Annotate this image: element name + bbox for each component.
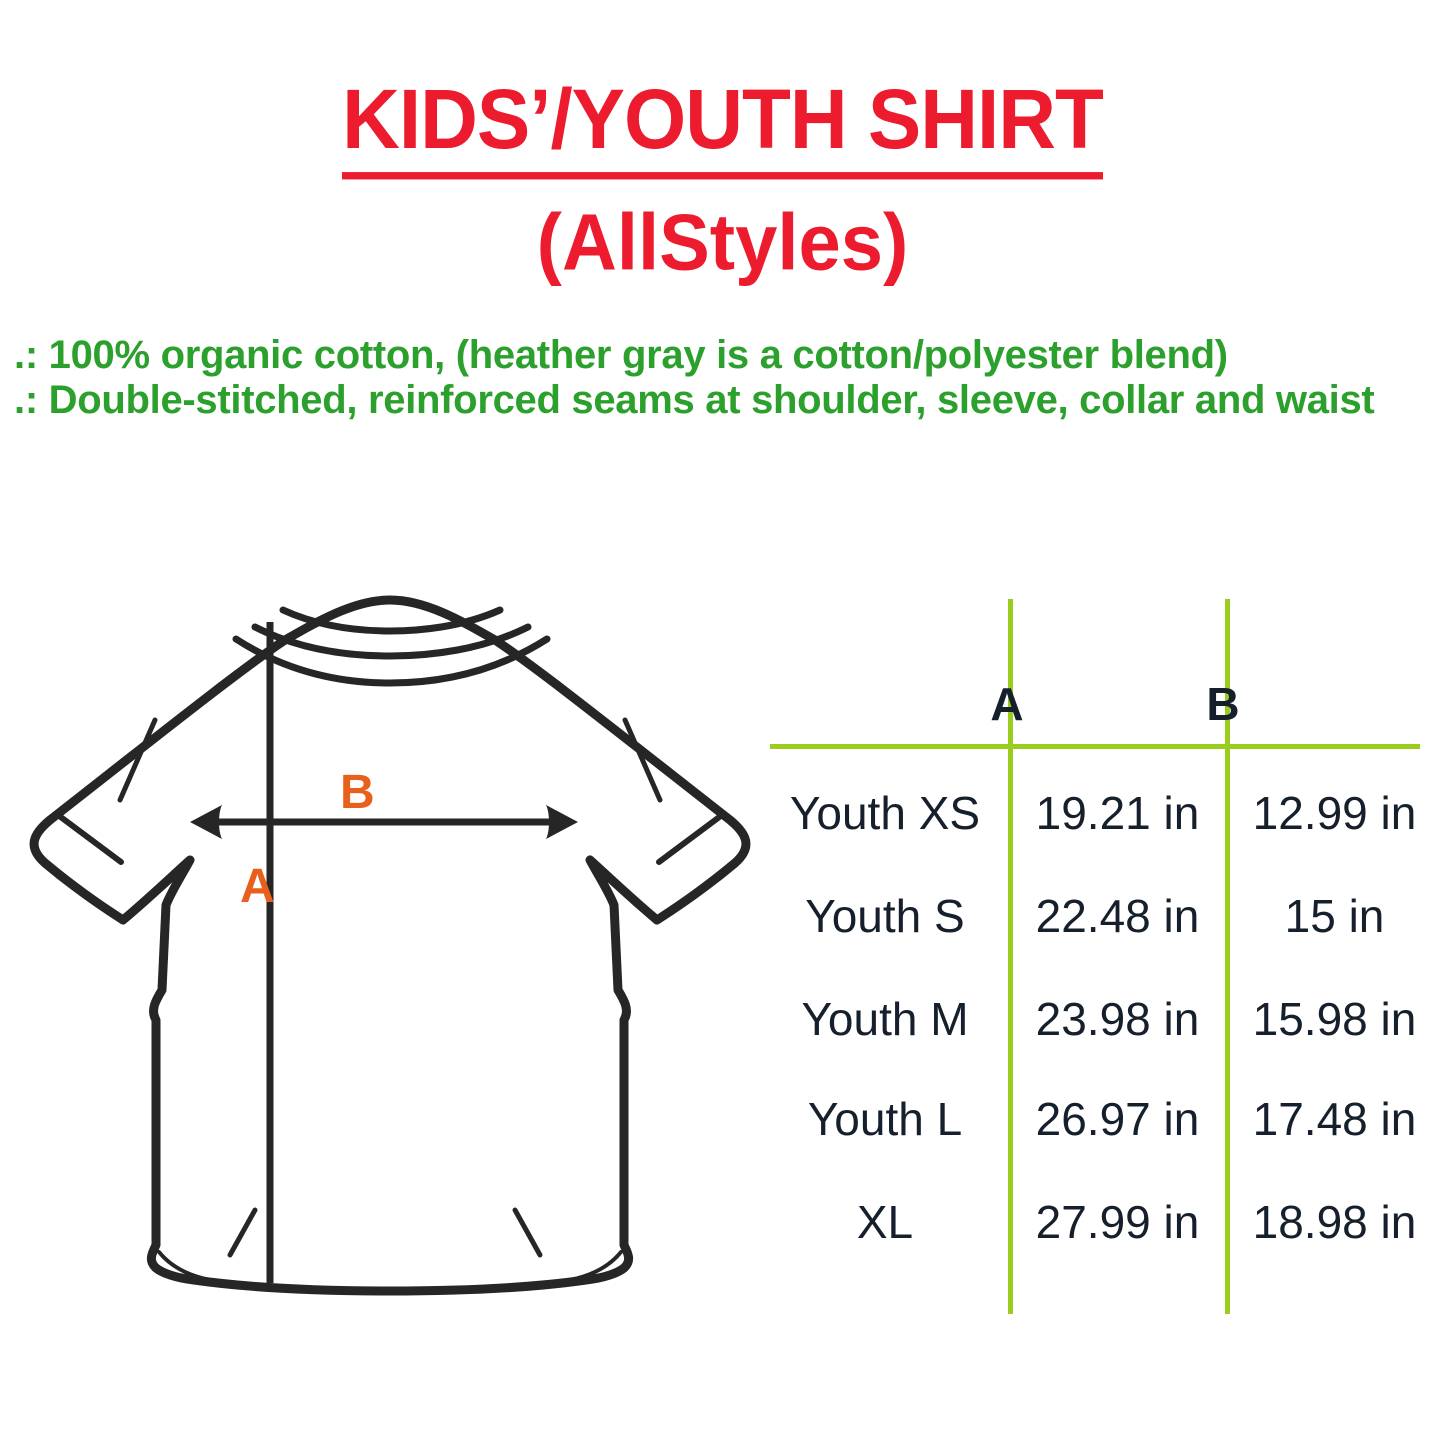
svg-text:B: B	[340, 766, 375, 819]
svg-text:A: A	[240, 860, 275, 913]
